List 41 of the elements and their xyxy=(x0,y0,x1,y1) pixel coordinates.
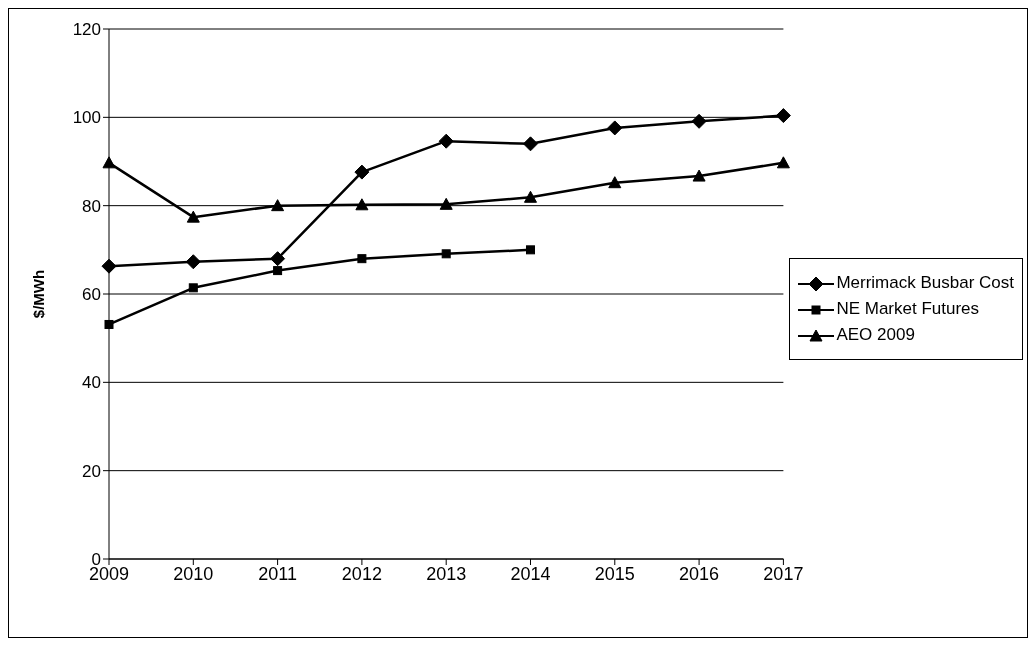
point xyxy=(101,258,117,274)
x-tick-label: 2017 xyxy=(763,563,804,584)
point xyxy=(775,108,791,124)
point xyxy=(692,169,706,182)
point xyxy=(188,283,198,293)
x-tick-label: 2016 xyxy=(679,563,720,584)
y-tick-label: 60 xyxy=(82,285,101,305)
y-tick-label: 80 xyxy=(82,196,101,216)
y-axis-title: $/MWh xyxy=(30,269,48,319)
point xyxy=(102,156,116,169)
legend-label: Merrimack Busbar Cost xyxy=(835,273,1014,293)
x-tick-label: 2013 xyxy=(426,563,467,584)
y-tick-label: 20 xyxy=(82,461,101,481)
point xyxy=(439,197,453,210)
point xyxy=(355,198,369,211)
x-tick-label: 2015 xyxy=(594,563,635,584)
y-tick-label: 120 xyxy=(72,20,101,40)
point xyxy=(185,254,201,270)
point xyxy=(271,199,285,212)
x-tick-label: 2012 xyxy=(341,563,382,584)
point xyxy=(776,156,790,169)
x-tick-label: 2010 xyxy=(173,563,214,584)
point xyxy=(523,190,537,203)
x-tick-label: 2014 xyxy=(510,563,551,584)
x-tick-label: 2011 xyxy=(258,563,297,584)
point xyxy=(186,210,200,223)
point xyxy=(607,120,623,136)
point xyxy=(357,254,367,264)
point xyxy=(441,249,451,259)
point xyxy=(273,266,283,276)
legend-label: AEO 2009 xyxy=(835,325,916,345)
point xyxy=(436,133,454,149)
point xyxy=(354,164,370,180)
point xyxy=(608,176,622,189)
point xyxy=(104,319,114,329)
point xyxy=(691,113,707,129)
legend-label: NE Market Futures xyxy=(835,299,981,319)
point xyxy=(522,136,538,152)
y-tick-label: 100 xyxy=(72,108,101,128)
y-tick-label: 40 xyxy=(82,373,101,393)
point xyxy=(525,245,535,255)
